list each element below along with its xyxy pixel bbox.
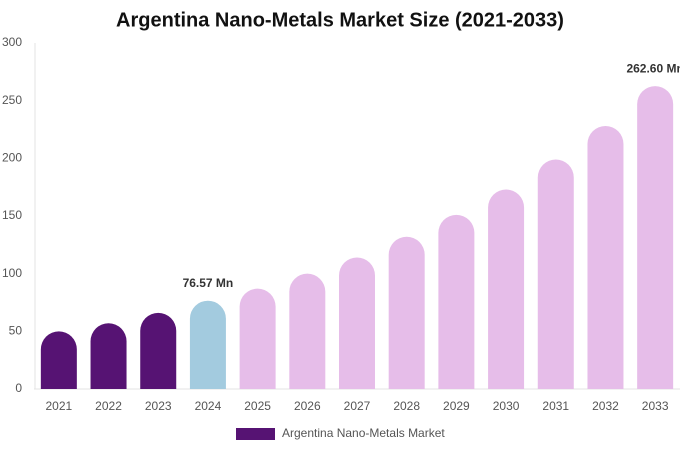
bar xyxy=(587,126,624,390)
bar xyxy=(40,331,77,389)
bar xyxy=(239,288,276,389)
legend-label: Argentina Nano-Metals Market xyxy=(282,426,445,440)
y-tick-label: 50 xyxy=(9,324,23,338)
x-tick-label: 2030 xyxy=(493,399,520,413)
x-tick-label: 2026 xyxy=(294,399,321,413)
x-tick-label: 2024 xyxy=(195,399,222,413)
bar xyxy=(189,300,226,389)
bar xyxy=(289,273,326,389)
bar xyxy=(438,214,475,389)
legend-swatch xyxy=(236,428,275,440)
value-label: 262.60 Mn xyxy=(626,61,680,75)
chart-title: Argentina Nano-Metals Market Size (2021-… xyxy=(116,9,564,31)
x-tick-label: 2021 xyxy=(45,399,72,413)
bar xyxy=(90,323,127,389)
y-tick-label: 200 xyxy=(2,151,22,165)
value-label: 76.57 Mn xyxy=(183,276,234,290)
bar xyxy=(388,236,425,389)
bar xyxy=(488,189,525,389)
x-tick-label: 2025 xyxy=(244,399,271,413)
y-tick-label: 0 xyxy=(15,381,22,395)
x-tick-label: 2029 xyxy=(443,399,470,413)
y-tick-label: 150 xyxy=(2,208,22,222)
x-tick-label: 2028 xyxy=(393,399,420,413)
x-tick-label: 2031 xyxy=(542,399,569,413)
bar xyxy=(339,257,375,389)
y-tick-label: 300 xyxy=(2,35,22,49)
bar xyxy=(637,86,674,389)
bar xyxy=(537,159,574,389)
bar xyxy=(140,312,177,389)
x-tick-label: 2023 xyxy=(145,399,172,413)
x-tick-label: 2033 xyxy=(642,399,669,413)
x-tick-label: 2032 xyxy=(592,399,619,413)
x-tick-label: 2027 xyxy=(344,399,371,413)
x-tick-label: 2022 xyxy=(95,399,122,413)
y-tick-label: 250 xyxy=(2,93,22,107)
y-tick-label: 100 xyxy=(2,266,22,280)
